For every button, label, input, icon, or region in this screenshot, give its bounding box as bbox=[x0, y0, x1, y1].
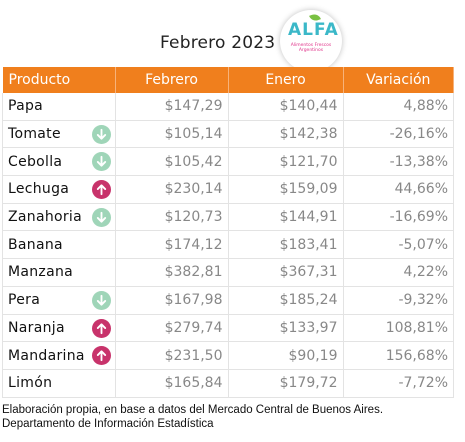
product-name: Zanahoria bbox=[8, 209, 82, 226]
cell-variacion: 108,81% bbox=[342, 314, 454, 343]
alfa-logo: ALFA Alimentos Frescos Argentinos bbox=[280, 10, 342, 72]
cell-variacion: 156,68% bbox=[342, 341, 454, 370]
product-name: Mandarina bbox=[8, 347, 85, 364]
product-name: Banana bbox=[8, 236, 63, 253]
product-name: Limón bbox=[8, 375, 53, 392]
cell-febrero: $105,42 bbox=[114, 147, 229, 177]
table-row: Papa $147,29 $140,44 4,88% bbox=[2, 93, 454, 121]
cell-enero: $185,24 bbox=[227, 286, 344, 315]
footer-note: Elaboración propia, en base a datos del … bbox=[2, 403, 383, 431]
table-header-row: Producto Febrero Enero Variación bbox=[2, 67, 454, 93]
cell-variacion: -7,72% bbox=[342, 369, 454, 398]
column-header-febrero: Febrero bbox=[115, 67, 229, 93]
cell-producto: Manzana bbox=[2, 258, 116, 287]
table-row: Tomate $105,14 $142,38 -26,16% bbox=[2, 120, 454, 149]
cell-producto: Cebolla bbox=[2, 147, 116, 177]
cell-variacion: -5,07% bbox=[342, 230, 454, 260]
cell-variacion: -13,38% bbox=[342, 147, 454, 177]
product-name: Cebolla bbox=[8, 153, 63, 170]
product-name: Manzana bbox=[8, 264, 74, 281]
header: Febrero 2023 ALFA Alimentos Frescos Arge… bbox=[0, 0, 465, 72]
product-name: Naranja bbox=[8, 319, 65, 336]
cell-producto: Pera bbox=[2, 286, 116, 315]
cell-enero: $121,70 bbox=[227, 147, 344, 177]
cell-febrero: $174,12 bbox=[114, 230, 229, 260]
cell-enero: $159,09 bbox=[227, 175, 344, 204]
cell-febrero: $147,29 bbox=[114, 93, 229, 121]
logo-subtitle: Alimentos Frescos Argentinos bbox=[290, 43, 332, 53]
cell-variacion: 4,88% bbox=[342, 93, 454, 121]
cell-producto: Zanahoria bbox=[2, 203, 116, 232]
cell-producto: Lechuga bbox=[2, 175, 116, 204]
cell-enero: $140,44 bbox=[227, 93, 344, 121]
cell-enero: $367,31 bbox=[227, 258, 344, 287]
cell-febrero: $167,98 bbox=[114, 286, 229, 315]
cell-variacion: 44,66% bbox=[342, 175, 454, 204]
arrow-down-circle-icon bbox=[91, 290, 111, 310]
table-row: Manzana $382,81 $367,31 4,22% bbox=[2, 258, 454, 287]
cell-enero: $90,19 bbox=[227, 341, 344, 370]
cell-producto: Banana bbox=[2, 230, 116, 260]
footer-source: Elaboración propia, en base a datos del … bbox=[2, 404, 384, 416]
product-name: Papa bbox=[8, 98, 44, 115]
cell-enero: $133,97 bbox=[227, 314, 344, 343]
cell-febrero: $230,14 bbox=[114, 175, 229, 204]
cell-producto: Mandarina bbox=[2, 341, 116, 370]
cell-febrero: $105,14 bbox=[114, 120, 229, 149]
arrow-down-circle-icon bbox=[91, 124, 111, 144]
footer-department: Departamento de Información Estadística bbox=[2, 418, 214, 430]
page-title: Febrero 2023 bbox=[160, 33, 276, 53]
column-header-producto: Producto bbox=[2, 67, 116, 93]
cell-enero: $183,41 bbox=[227, 230, 344, 260]
cell-variacion: -16,69% bbox=[342, 203, 454, 232]
arrow-up-circle-icon bbox=[91, 346, 111, 366]
table-row: Lechuga $230,14 $159,09 44,66% bbox=[2, 175, 454, 204]
table-row: Pera $167,98 $185,24 -9,32% bbox=[2, 286, 454, 315]
cell-enero: $142,38 bbox=[227, 120, 344, 149]
table-row: Cebolla $105,42 $121,70 -13,38% bbox=[2, 147, 454, 177]
table-row: Banana $174,12 $183,41 -5,07% bbox=[2, 230, 454, 260]
cell-febrero: $279,74 bbox=[114, 314, 229, 343]
arrow-up-circle-icon bbox=[91, 318, 111, 338]
product-name: Pera bbox=[8, 292, 41, 309]
arrow-down-circle-icon bbox=[91, 152, 111, 172]
cell-febrero: $231,50 bbox=[114, 341, 229, 370]
column-header-enero: Enero bbox=[228, 67, 344, 93]
cell-producto: Limón bbox=[2, 369, 116, 398]
table-row: Zanahoria $120,73 $144,91 -16,69% bbox=[2, 203, 454, 232]
cell-producto: Papa bbox=[2, 93, 116, 121]
cell-producto: Naranja bbox=[2, 314, 116, 343]
column-header-variacion: Variación bbox=[343, 67, 454, 93]
cell-febrero: $382,81 bbox=[114, 258, 229, 287]
table-row: Naranja $279,74 $133,97 108,81% bbox=[2, 314, 454, 343]
product-name: Lechuga bbox=[8, 181, 70, 198]
arrow-up-circle-icon bbox=[91, 180, 111, 200]
cell-febrero: $165,84 bbox=[114, 369, 229, 398]
logo-word: ALFA bbox=[288, 20, 339, 40]
cell-enero: $144,91 bbox=[227, 203, 344, 232]
cell-variacion: 4,22% bbox=[342, 258, 454, 287]
cell-producto: Tomate bbox=[2, 120, 116, 149]
cell-variacion: -9,32% bbox=[342, 286, 454, 315]
arrow-down-circle-icon bbox=[91, 207, 111, 227]
cell-enero: $179,72 bbox=[227, 369, 344, 398]
table-row: Mandarina $231,50 $90,19 156,68% bbox=[2, 341, 454, 370]
cell-febrero: $120,73 bbox=[114, 203, 229, 232]
price-table: Producto Febrero Enero Variación Papa $14… bbox=[2, 67, 454, 398]
table-row: Limón $165,84 $179,72 -7,72% bbox=[2, 369, 454, 398]
product-name: Tomate bbox=[8, 126, 61, 143]
cell-variacion: -26,16% bbox=[342, 120, 454, 149]
